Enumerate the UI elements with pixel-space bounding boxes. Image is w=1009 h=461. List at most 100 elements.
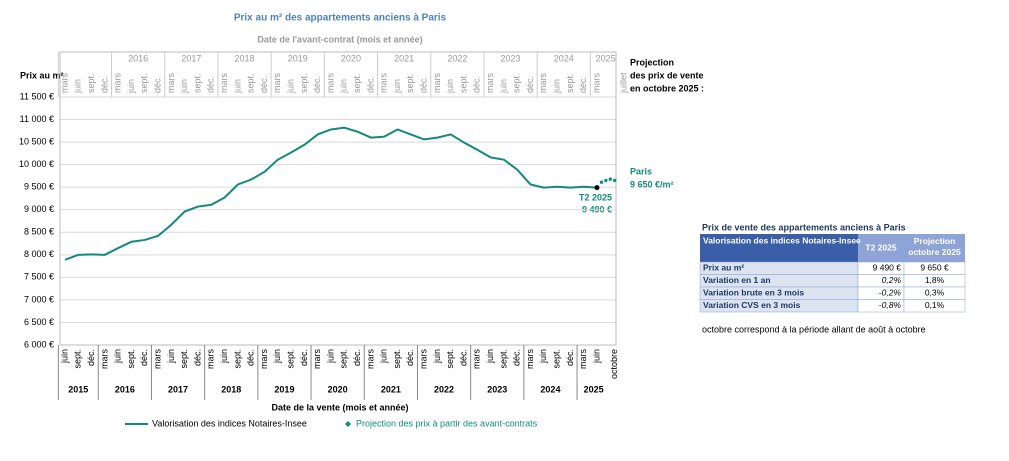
top-tick-label: juin [551,79,561,94]
x-year-label: 2015 [68,384,88,394]
x-year-label: 2020 [328,384,348,394]
top-year-label: 2019 [288,53,308,63]
top-year-label: 2025 [596,53,616,63]
x-tick-label: mars [259,349,269,369]
table-value: 1,8% [925,275,945,285]
top-tick-label: mars [166,73,176,93]
x-tick-label: mars [152,349,162,369]
legend-label: Projection des prix à partir des avant-c… [356,418,538,428]
top-tick-label: sept. [86,73,96,93]
x-year-label: 2017 [168,384,188,394]
projection-heading: en octobre 2025 : [630,83,704,93]
table-header: Valorisation des indices Notaires-Insee [703,235,861,245]
x-tick-label: juin [379,349,389,364]
x-tick-label: sept. [339,349,349,369]
x-tick-label: sept. [392,349,402,369]
x-tick-label: mars [365,349,375,369]
x-tick-label: déc. [246,349,256,366]
x-tick-label: déc. [299,349,309,366]
top-tick-label: juin [392,79,402,94]
last-point [594,185,600,191]
x-tick-label: juin [538,349,548,364]
y-tick-label: 7 500 € [24,272,54,282]
table-title: Prix de vente des appartements anciens à… [702,222,906,232]
x-tick-label: déc. [512,349,522,366]
top-tick-label: juin [179,79,189,94]
x-tick-label: juin [272,349,282,364]
price-line [64,126,598,261]
table-header-cell [858,234,965,262]
chart-title: Prix au m² des appartements anciens à Pa… [234,13,447,24]
x-tick-label: mars [206,349,216,369]
top-year-label: 2016 [128,53,148,63]
x-year-label: 2023 [487,384,507,394]
projection-heading: des prix de vente [630,70,704,80]
plot-frame [59,51,617,346]
y-tick-label: 10 000 € [19,159,54,169]
x-year-label: 2016 [115,384,135,394]
x-tick-label: sept. [179,349,189,369]
top-tick-label: mars [113,73,123,93]
top-tick-label: juin [126,79,136,94]
projection-point [613,178,617,183]
x-year-label: 2022 [434,384,454,394]
projection-heading: Projection [630,57,674,67]
x-tick-label: mars [312,349,322,369]
top-axis-title: Date de l'avant-contrat (mois et année) [257,34,422,44]
x-tick-label: juin [325,349,335,364]
top-tick-label: sept. [512,73,522,93]
top-tick-label: juin [232,79,242,94]
x-year-label: 2024 [540,384,560,394]
table-value: 0,2% [882,275,902,285]
x-tick-label: juin [485,349,495,364]
top-tick-label: mars [59,73,69,93]
x-tick-label: mars [418,349,428,369]
table-header-part: Projection [914,236,956,246]
top-tick-label: sept. [458,73,468,93]
table-header: T2 2025 [865,242,896,252]
top-tick-label: juin [285,79,295,94]
top-tick-label: mars [379,73,389,93]
x-tick-label: déc. [565,349,575,366]
table-value: -0,2% [879,288,902,298]
projection-point [604,178,608,183]
y-tick-label: 6 500 € [24,317,54,327]
top-tick-label: juin [339,79,349,94]
top-tick-label: sept. [139,73,149,93]
x-tick-label: juin [166,349,176,364]
top-tick-label: déc. [312,76,322,93]
y-axis-title: Prix au m² [20,70,64,80]
top-tick-label: sept. [246,73,256,93]
top-tick-label: mars [485,73,495,93]
x-tick-label: déc. [458,349,468,366]
top-tick-label: mars [272,73,282,93]
table-value: 0,3% [925,288,945,298]
y-tick-label: 7 000 € [24,294,54,304]
x-year-label: 2018 [221,384,241,394]
top-tick-label: mars [538,73,548,93]
top-tick-label: sept. [565,73,575,93]
table-value: 9 490 € [873,263,902,273]
x-tick-label: juin [113,349,123,364]
y-tick-label: 11 500 € [20,91,54,101]
top-tick-label: sept. [405,73,415,93]
x-end-label: octobre [609,349,619,379]
table-value: 9 650 € [920,263,949,273]
top-tick-label: mars [219,73,229,93]
x-tick-label: déc. [352,349,362,366]
last-point-label: T2 2025 [579,192,612,202]
top-tick-label: sept. [299,73,309,93]
top-tick-label: déc. [99,76,109,93]
projection-label: Paris [630,166,652,176]
table-row-label: Variation brute en 3 mois [703,288,804,298]
top-tick-label: sept. [192,73,202,93]
legend-diamond [345,421,351,427]
top-year-label: 2021 [394,53,414,63]
projection-point [599,180,604,184]
top-axis: mars juin sept. déc. mars juin sept. déc.2016ma… [59,53,628,94]
top-tick-label: déc. [578,76,588,93]
top-tick-label: juin [498,79,508,94]
top-year-label: 2017 [181,53,201,63]
x-tick-label: juin [591,349,601,364]
